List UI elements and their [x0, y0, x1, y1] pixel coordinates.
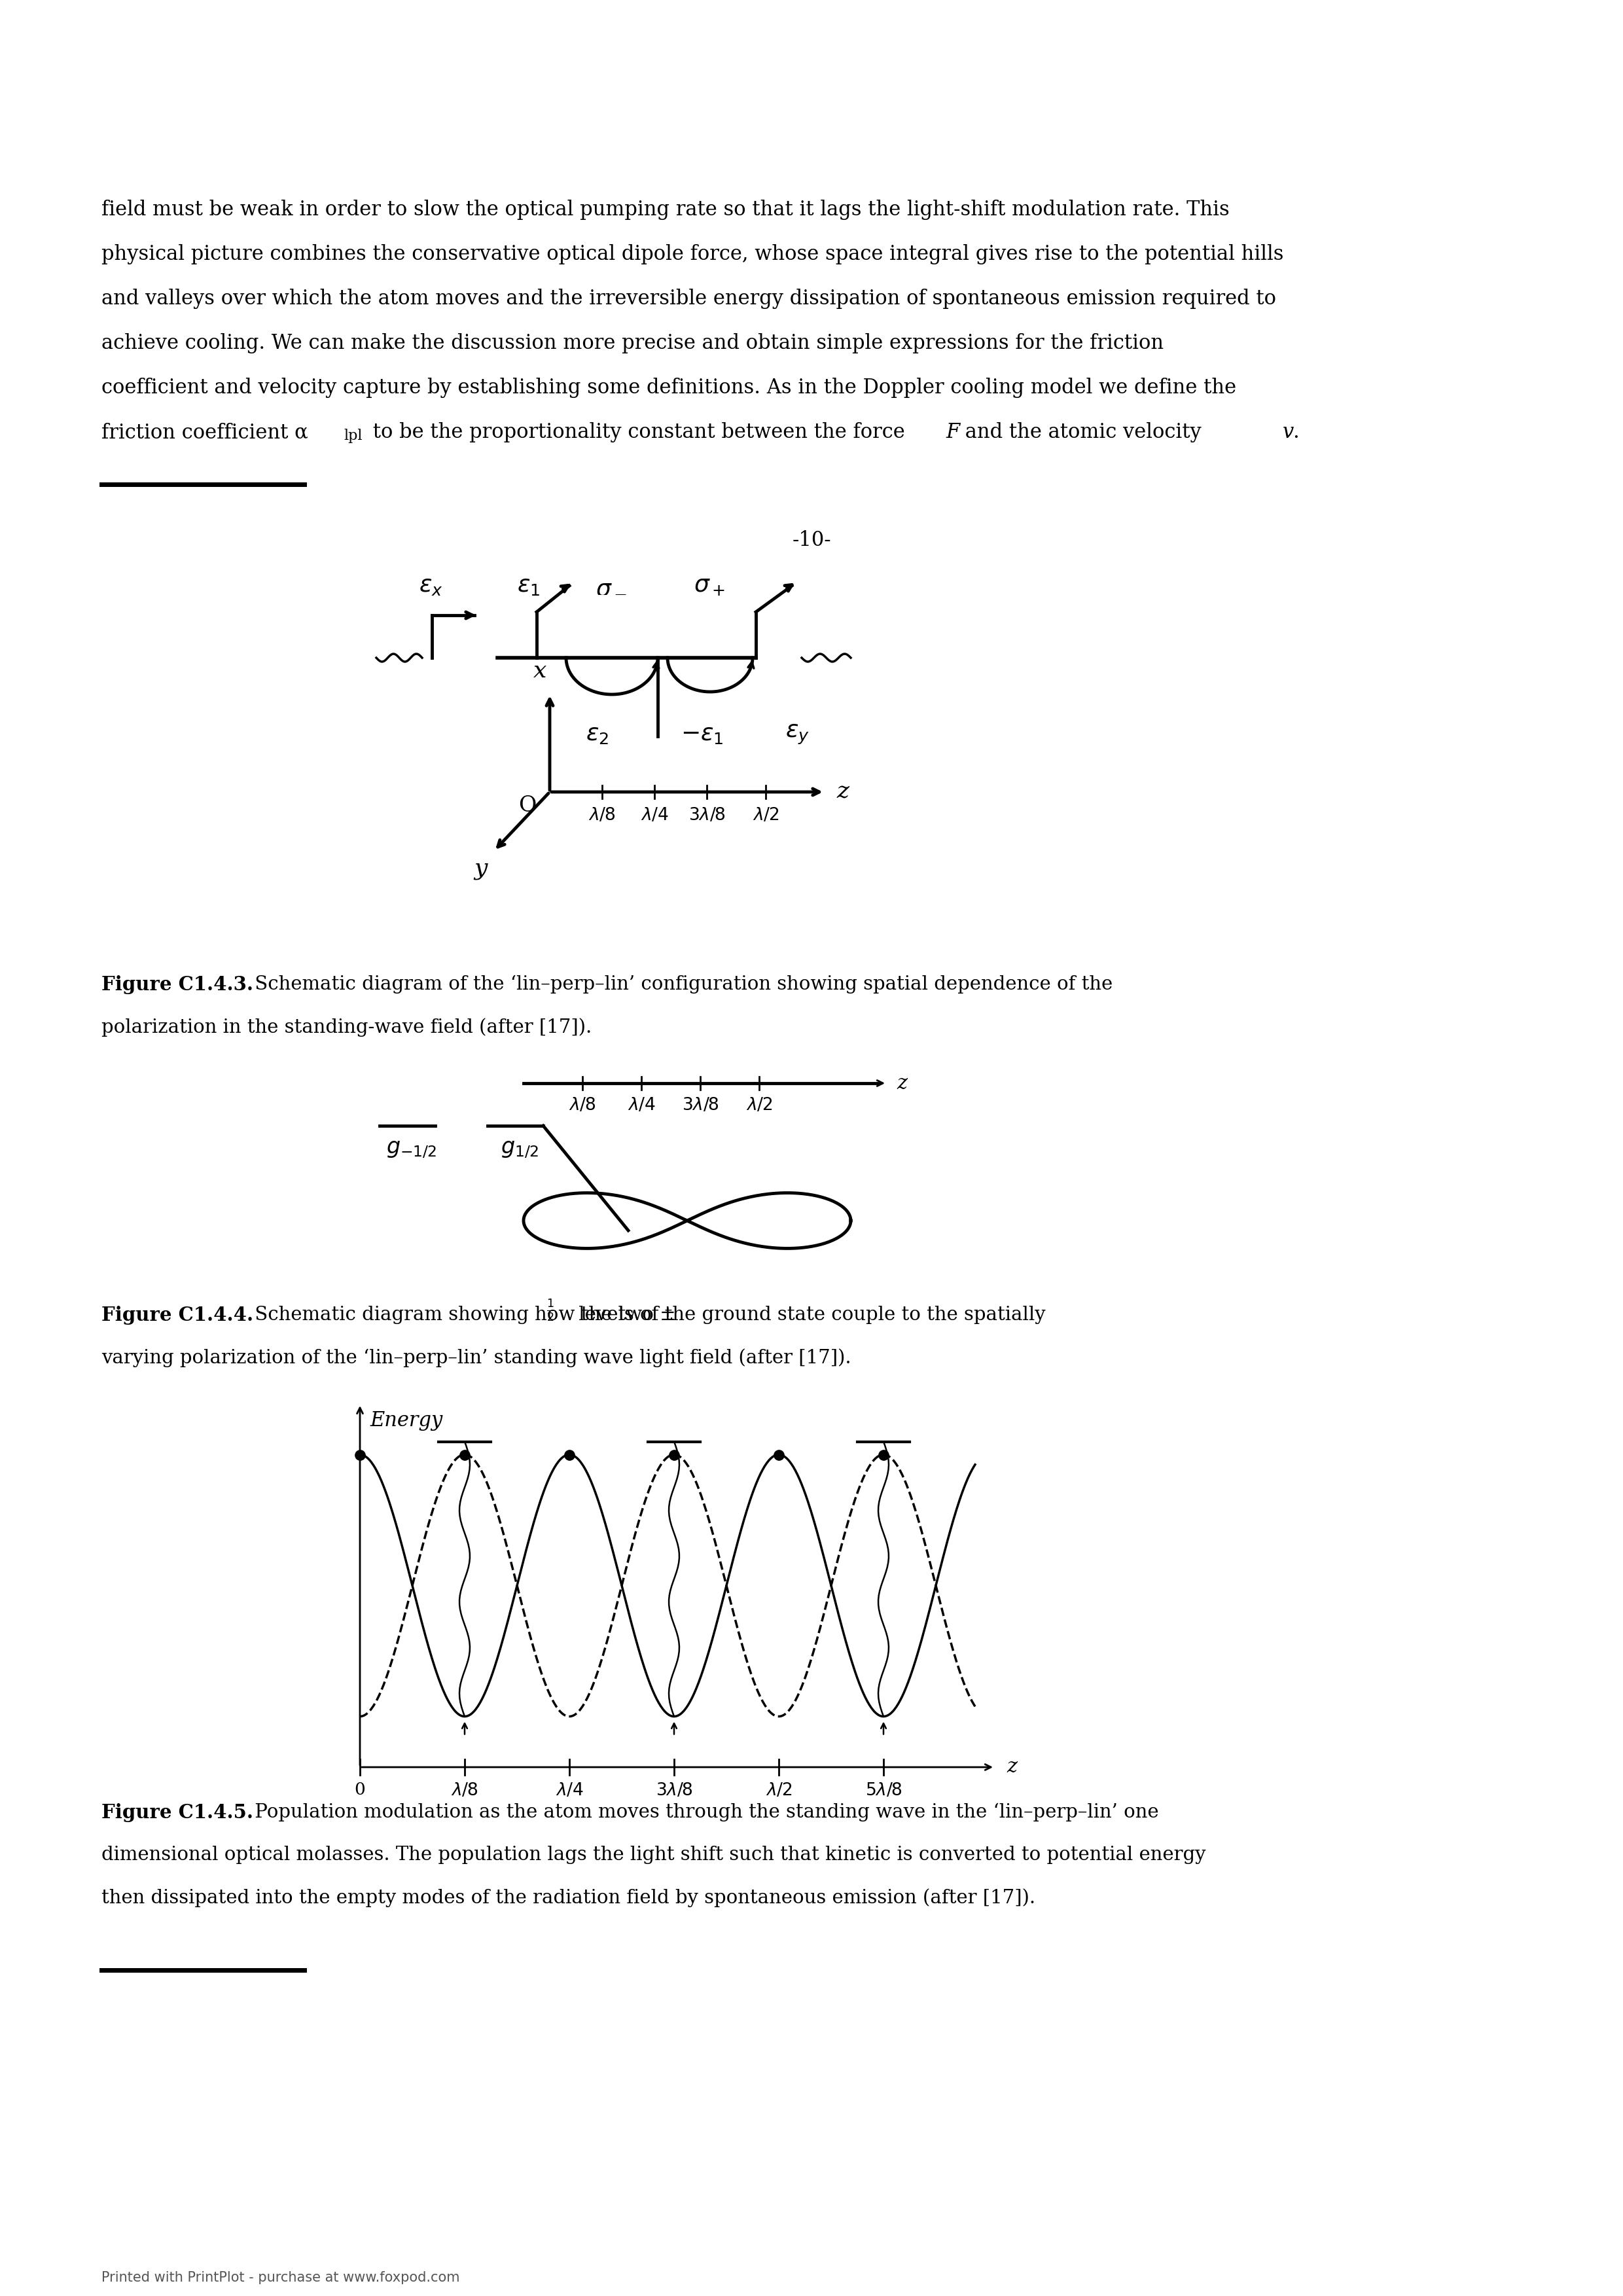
Text: $g_{-1/2}$: $g_{-1/2}$	[386, 1139, 437, 1159]
Text: $\varepsilon_1$: $\varepsilon_1$	[518, 574, 540, 597]
Text: z: z	[836, 781, 849, 804]
Text: .: .	[1292, 422, 1298, 443]
Text: $g_{1/2}$: $g_{1/2}$	[500, 1139, 539, 1159]
Text: Energy: Energy	[370, 1410, 443, 1430]
Text: $3\lambda/8$: $3\lambda/8$	[656, 1782, 693, 1798]
Text: $5\lambda/8$: $5\lambda/8$	[865, 1782, 902, 1798]
Text: $\lambda/8$: $\lambda/8$	[570, 1095, 596, 1114]
Text: y: y	[474, 856, 487, 879]
Text: and valleys over which the atom moves and the irreversible energy dissipation of: and valleys over which the atom moves an…	[101, 289, 1276, 310]
Text: Figure C1.4.3.: Figure C1.4.3.	[101, 976, 253, 994]
Text: $\sigma_+$: $\sigma_+$	[693, 574, 725, 597]
Text: $3\lambda/8$: $3\lambda/8$	[688, 806, 725, 824]
Text: $\lambda/2$: $\lambda/2$	[753, 806, 779, 824]
Text: x: x	[532, 659, 547, 682]
Text: z: z	[1006, 1756, 1018, 1777]
Text: z: z	[896, 1072, 907, 1093]
Text: Schematic diagram of the ‘lin–perp–lin’ configuration showing spatial dependence: Schematic diagram of the ‘lin–perp–lin’ …	[248, 976, 1113, 994]
Text: friction coefficient α: friction coefficient α	[101, 422, 308, 443]
Text: $\sigma_-$: $\sigma_-$	[596, 574, 626, 597]
Text: $\varepsilon_y$: $\varepsilon_y$	[786, 723, 810, 746]
Text: $\lambda/4$: $\lambda/4$	[626, 1095, 656, 1114]
Text: F: F	[946, 422, 959, 443]
Text: $-\varepsilon_1$: $-\varepsilon_1$	[680, 723, 724, 746]
Text: field must be weak in order to slow the optical pumping rate so that it lags the: field must be weak in order to slow the …	[101, 200, 1230, 220]
Text: coefficient and velocity capture by establishing some definitions. As in the Dop: coefficient and velocity capture by esta…	[101, 377, 1237, 397]
Text: and the atomic velocity: and the atomic velocity	[959, 422, 1208, 443]
Text: $\lambda/4$: $\lambda/4$	[555, 1782, 583, 1798]
Text: Population modulation as the atom moves through the standing wave in the ‘lin–pe: Population modulation as the atom moves …	[248, 1802, 1159, 1821]
Text: $\lambda/4$: $\lambda/4$	[641, 806, 669, 824]
Text: $3\lambda/8$: $3\lambda/8$	[682, 1095, 719, 1114]
Text: $\varepsilon_2$: $\varepsilon_2$	[586, 723, 609, 746]
Text: physical picture combines the conservative optical dipole force, whose space int: physical picture combines the conservati…	[101, 243, 1284, 264]
Text: O: O	[519, 794, 537, 815]
Text: $\lambda/2$: $\lambda/2$	[747, 1095, 773, 1114]
Text: polarization in the standing-wave field (after [17]).: polarization in the standing-wave field …	[101, 1017, 592, 1035]
Text: levels of the ground state couple to the spatially: levels of the ground state couple to the…	[573, 1306, 1045, 1325]
Text: Figure C1.4.5.: Figure C1.4.5.	[101, 1802, 253, 1823]
Text: -10-: -10-	[792, 530, 831, 551]
Text: Figure C1.4.4.: Figure C1.4.4.	[101, 1306, 253, 1325]
Text: 0: 0	[354, 1782, 365, 1798]
Text: to be the proportionality constant between the force: to be the proportionality constant betwe…	[367, 422, 911, 443]
Text: lpl: lpl	[344, 429, 362, 443]
Text: then dissipated into the empty modes of the radiation field by spontaneous emiss: then dissipated into the empty modes of …	[101, 1887, 1035, 1908]
Text: $\varepsilon_x$: $\varepsilon_x$	[419, 574, 443, 597]
Text: $\frac{1}{2}$: $\frac{1}{2}$	[547, 1297, 555, 1322]
Text: varying polarization of the ‘lin–perp–lin’ standing wave light field (after [17]: varying polarization of the ‘lin–perp–li…	[101, 1348, 850, 1366]
Text: Schematic diagram showing how the two ±: Schematic diagram showing how the two ±	[248, 1306, 675, 1325]
Text: $\lambda/2$: $\lambda/2$	[766, 1782, 792, 1798]
Text: v: v	[1282, 422, 1294, 443]
Text: $\lambda/8$: $\lambda/8$	[451, 1782, 479, 1798]
Text: Printed with PrintPlot - purchase at www.foxpod.com: Printed with PrintPlot - purchase at www…	[101, 2271, 459, 2285]
Text: achieve cooling. We can make the discussion more precise and obtain simple expre: achieve cooling. We can make the discuss…	[101, 333, 1164, 354]
Text: $\lambda/8$: $\lambda/8$	[589, 806, 615, 824]
Text: dimensional optical molasses. The population lags the light shift such that kine: dimensional optical molasses. The popula…	[101, 1846, 1206, 1864]
